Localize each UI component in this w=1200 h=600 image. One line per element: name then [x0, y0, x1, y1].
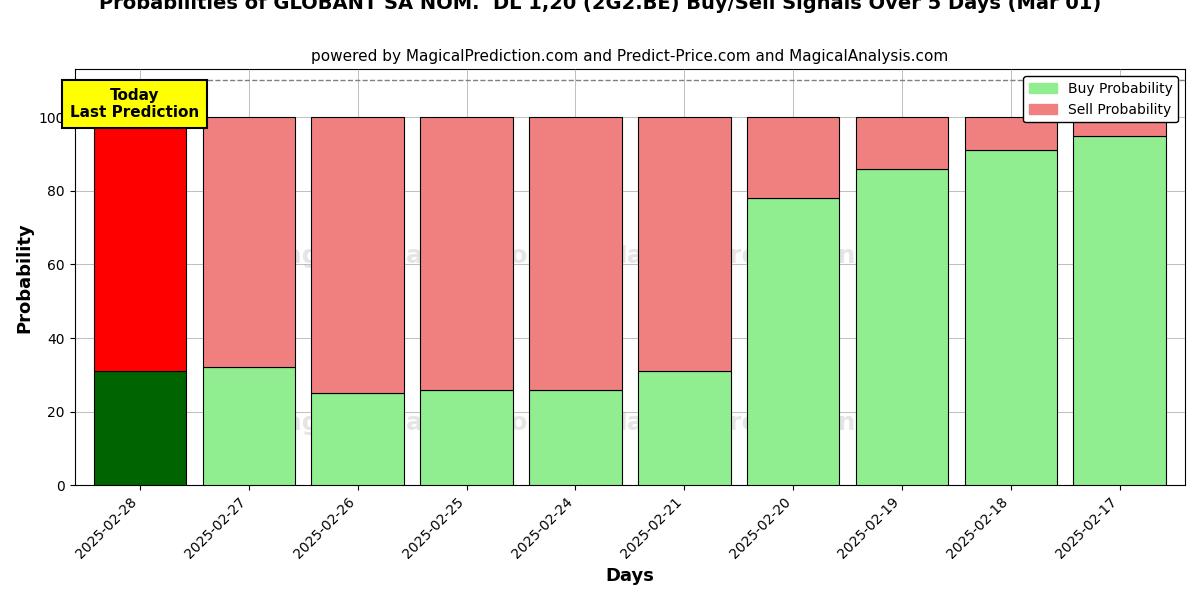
- Text: MagicalPrediction.com: MagicalPrediction.com: [602, 411, 924, 435]
- Bar: [965, 117, 1057, 151]
- Bar: [529, 117, 622, 389]
- Bar: [420, 117, 512, 389]
- Bar: [312, 117, 404, 393]
- Bar: [1074, 136, 1166, 485]
- Bar: [746, 117, 839, 198]
- Bar: [94, 117, 186, 371]
- Text: MagicalPrediction.com: MagicalPrediction.com: [602, 244, 924, 268]
- Bar: [529, 389, 622, 485]
- Title: powered by MagicalPrediction.com and Predict-Price.com and MagicalAnalysis.com: powered by MagicalPrediction.com and Pre…: [311, 49, 948, 64]
- Bar: [746, 198, 839, 485]
- Text: Today
Last Prediction: Today Last Prediction: [70, 88, 199, 120]
- Bar: [638, 117, 731, 371]
- Text: MagicalAnalysis.com: MagicalAnalysis.com: [260, 244, 554, 268]
- Legend: Buy Probability, Sell Probability: Buy Probability, Sell Probability: [1024, 76, 1178, 122]
- Bar: [420, 389, 512, 485]
- Bar: [1074, 117, 1166, 136]
- Bar: [94, 371, 186, 485]
- Bar: [203, 117, 295, 367]
- X-axis label: Days: Days: [605, 567, 654, 585]
- Bar: [856, 117, 948, 169]
- Bar: [965, 151, 1057, 485]
- Text: Probabilities of GLOBANT SA NOM.  DL 1,20 (2G2.BE) Buy/Sell Signals Over 5 Days : Probabilities of GLOBANT SA NOM. DL 1,20…: [98, 0, 1102, 13]
- Text: MagicalAnalysis.com: MagicalAnalysis.com: [260, 411, 554, 435]
- Bar: [203, 367, 295, 485]
- Y-axis label: Probability: Probability: [16, 222, 34, 332]
- Bar: [856, 169, 948, 485]
- Bar: [312, 393, 404, 485]
- Bar: [638, 371, 731, 485]
